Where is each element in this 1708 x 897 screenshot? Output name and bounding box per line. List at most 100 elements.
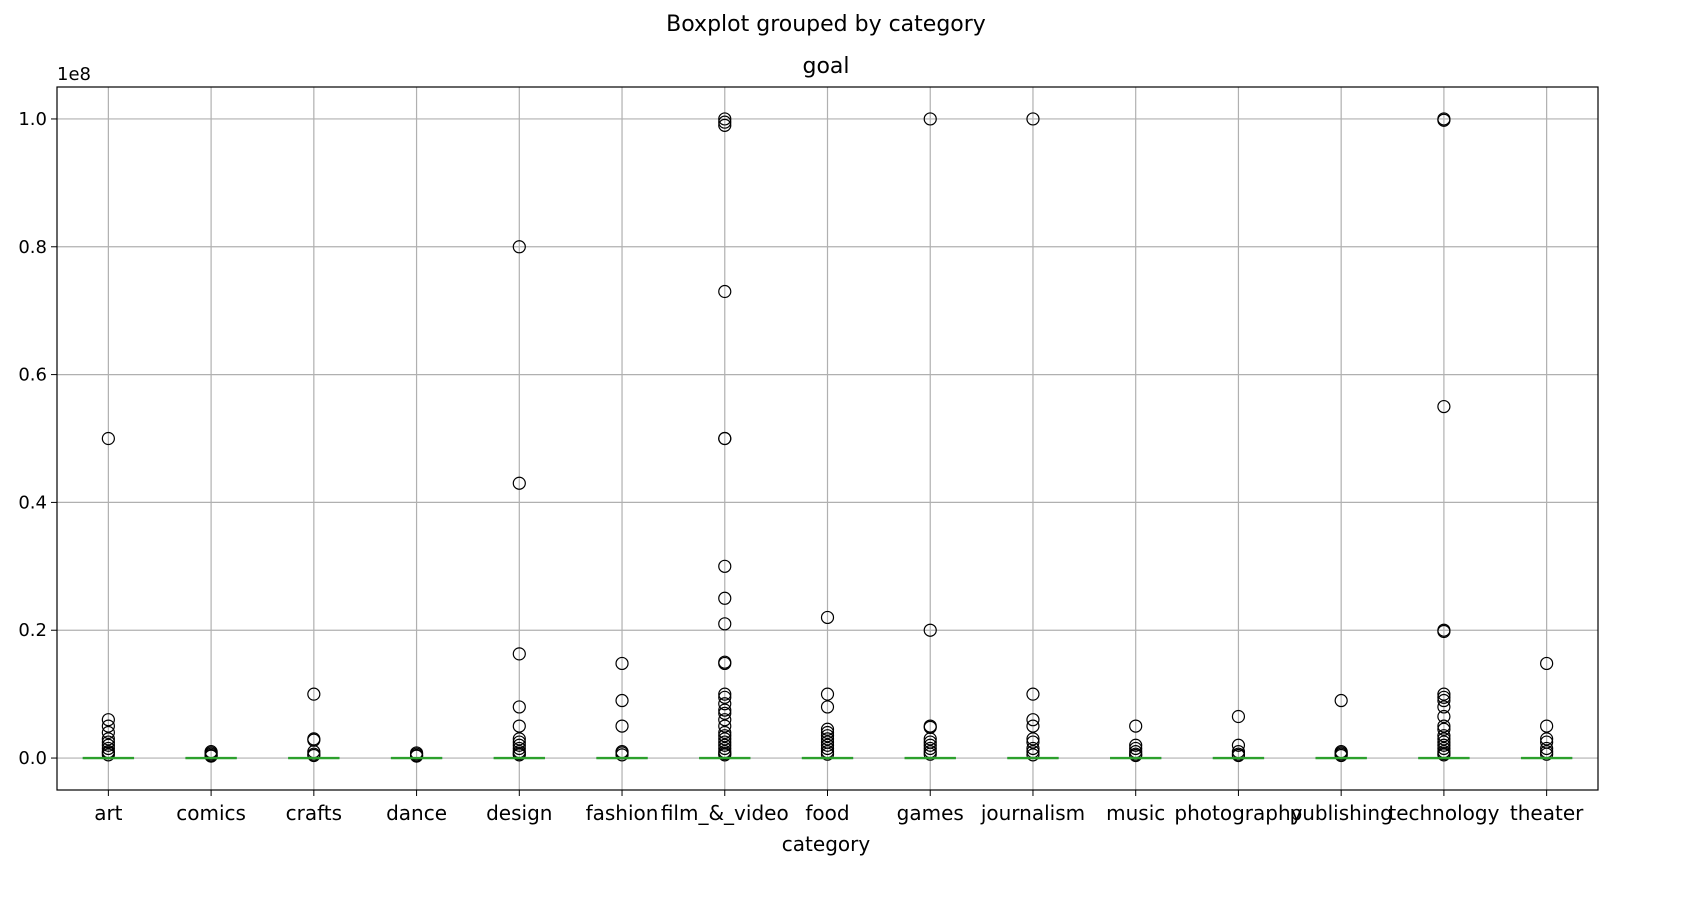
y-tick-label-1: 0.2 xyxy=(18,620,47,641)
flier-technology-8 xyxy=(1437,700,1451,714)
flier-technology-12 xyxy=(1437,729,1451,743)
fliers xyxy=(101,112,1554,763)
flier-games-4 xyxy=(923,732,937,746)
flier-games-6 xyxy=(923,738,937,752)
flier-food-3 xyxy=(820,722,835,736)
flier-art-4 xyxy=(101,732,115,746)
flier-film_&_video-5 xyxy=(718,431,732,446)
flier-design-7 xyxy=(512,738,526,752)
flier-film_&_video-1 xyxy=(718,115,732,129)
flier-music-1 xyxy=(1129,738,1143,752)
flier-design-3 xyxy=(512,700,526,714)
x-tick-label-journalism: journalism xyxy=(980,801,1085,825)
flier-journalism-0 xyxy=(1026,112,1040,126)
flier-film_&_video-20 xyxy=(718,732,732,746)
y-tick-label-4: 0.8 xyxy=(18,237,47,258)
flier-fashion-0 xyxy=(615,656,629,671)
flier-design-5 xyxy=(512,732,526,746)
flier-journalism-6 xyxy=(1026,741,1040,756)
x-tick-label-theater: theater xyxy=(1510,801,1584,825)
flier-theater-2 xyxy=(1540,732,1554,746)
flier-music-5 xyxy=(1129,748,1143,763)
x-tick-label-publishing: publishing xyxy=(1290,801,1393,825)
flier-publishing-0 xyxy=(1334,693,1348,708)
x-tick-label-food: food xyxy=(805,801,849,825)
x-tick-label-film_&_video: film_&_video xyxy=(661,801,789,825)
flier-games-0 xyxy=(923,112,937,126)
y-tick-label-2: 0.4 xyxy=(18,492,47,513)
flier-film_&_video-26 xyxy=(718,748,732,762)
flier-technology-2 xyxy=(1437,399,1451,414)
flier-technology-11 xyxy=(1437,722,1451,736)
x-tick-label-comics: comics xyxy=(176,801,246,825)
flier-games-7 xyxy=(923,741,937,756)
x-tick-label-dance: dance xyxy=(386,801,447,825)
flier-film_&_video-18 xyxy=(718,725,732,740)
flier-crafts-5 xyxy=(307,748,321,763)
x-tick-label-art: art xyxy=(94,801,122,825)
y-tick-label-0: 0.0 xyxy=(18,748,47,769)
x-axis-ticks: art comics crafts dance design fashion film_&_… xyxy=(94,790,1584,825)
flier-technology-1 xyxy=(1437,113,1451,127)
flier-technology-15 xyxy=(1437,738,1451,752)
flier-film_&_video-13 xyxy=(718,697,732,711)
flier-fashion-5 xyxy=(615,748,629,762)
flier-photography-4 xyxy=(1231,748,1246,763)
x-axis-label: category xyxy=(782,832,871,856)
flier-design-8 xyxy=(512,741,526,756)
flier-music-0 xyxy=(1129,719,1143,733)
x-tick-label-photography: photography xyxy=(1174,801,1302,825)
flier-design-0 xyxy=(512,240,526,254)
flier-art-0 xyxy=(101,431,115,446)
flier-art-1 xyxy=(101,713,115,727)
flier-technology-9 xyxy=(1437,709,1451,724)
flier-film_&_video-19 xyxy=(718,729,732,743)
flier-theater-4 xyxy=(1540,741,1554,756)
flier-film_&_video-2 xyxy=(718,118,732,132)
chart-suptitle: Boxplot grouped by category xyxy=(666,12,986,37)
flier-crafts-0 xyxy=(307,687,321,701)
flier-technology-7 xyxy=(1437,693,1451,708)
flier-theater-1 xyxy=(1540,719,1554,733)
flier-journalism-8 xyxy=(1026,748,1040,762)
flier-design-11 xyxy=(512,748,526,762)
flier-journalism-1 xyxy=(1026,687,1040,701)
flier-film_&_video-16 xyxy=(718,713,732,727)
x-tick-label-crafts: crafts xyxy=(286,801,342,825)
flier-design-2 xyxy=(512,647,526,661)
flier-theater-6 xyxy=(1540,747,1554,761)
flier-art-6 xyxy=(101,738,115,752)
grid xyxy=(57,87,1598,790)
chart-title: goal xyxy=(802,54,849,79)
flier-games-9 xyxy=(923,747,937,761)
flier-music-2 xyxy=(1129,741,1143,756)
flier-film_&_video-22 xyxy=(718,738,732,752)
x-tick-label-games: games xyxy=(897,801,964,825)
x-tick-label-technology: technology xyxy=(1388,801,1499,825)
flier-film_&_video-23 xyxy=(718,741,732,756)
flier-comics-4 xyxy=(204,749,218,763)
flier-film_&_video-3 xyxy=(718,284,732,299)
flier-food-9 xyxy=(820,741,835,756)
flier-journalism-4 xyxy=(1026,732,1040,746)
flier-technology-6 xyxy=(1437,690,1451,704)
flier-film_&_video-11 xyxy=(718,687,732,701)
flier-food-0 xyxy=(820,610,835,625)
y-axis-ticks: 0.0 0.2 0.4 0.6 0.8 1.0 xyxy=(18,109,57,769)
flier-food-5 xyxy=(820,729,835,743)
flier-film_&_video-6 xyxy=(718,559,732,573)
flier-food-1 xyxy=(820,687,835,701)
flier-dance-3 xyxy=(409,749,424,763)
flier-art-2 xyxy=(101,719,115,733)
flier-photography-1 xyxy=(1231,738,1246,752)
y-offset-label: 1e8 xyxy=(57,64,91,85)
flier-food-4 xyxy=(820,725,835,740)
flier-art-7 xyxy=(101,741,115,756)
flier-photography-0 xyxy=(1231,709,1246,724)
flier-technology-16 xyxy=(1437,741,1451,756)
flier-design-4 xyxy=(512,719,526,733)
flier-food-2 xyxy=(820,700,835,714)
flier-journalism-2 xyxy=(1026,713,1040,727)
flier-art-5 xyxy=(101,735,115,749)
